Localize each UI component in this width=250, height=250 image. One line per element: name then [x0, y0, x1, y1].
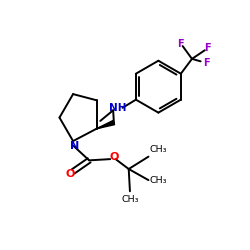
- Text: CH₃: CH₃: [150, 145, 167, 154]
- Polygon shape: [96, 120, 114, 129]
- Text: NH: NH: [109, 103, 127, 113]
- Text: F: F: [203, 58, 209, 68]
- Text: O: O: [66, 170, 75, 179]
- Text: F: F: [204, 43, 211, 53]
- Text: CH₃: CH₃: [121, 195, 139, 204]
- Text: O: O: [109, 152, 118, 162]
- Text: F: F: [177, 38, 184, 48]
- Text: CH₃: CH₃: [150, 176, 167, 185]
- Text: N: N: [70, 140, 79, 150]
